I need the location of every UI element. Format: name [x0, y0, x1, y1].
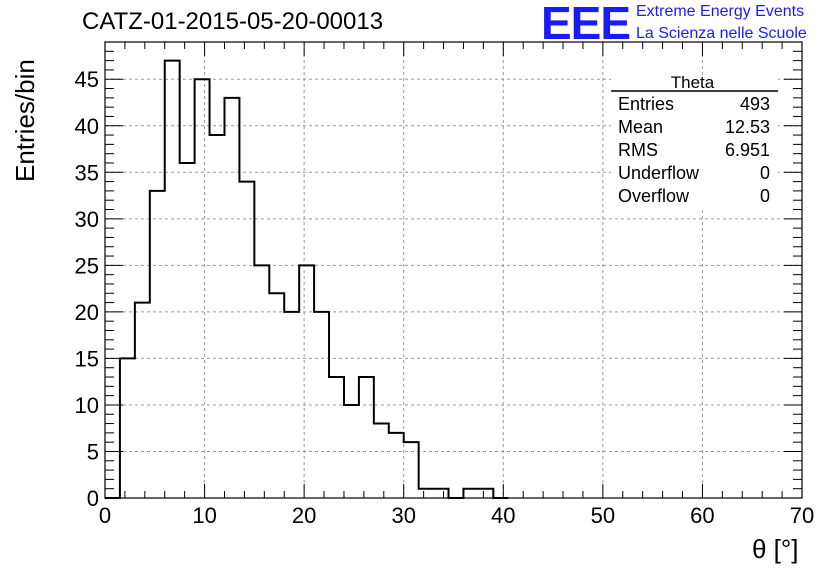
stats-row-value: 0 [760, 163, 770, 183]
x-tick-label: 30 [391, 503, 415, 528]
histogram-bin [434, 489, 449, 498]
histogram-bin [135, 303, 150, 498]
histogram-bin [359, 377, 374, 498]
histogram-bin [120, 358, 135, 498]
axis-ticks [104, 41, 803, 499]
y-tick-label: 30 [75, 207, 99, 232]
histogram-outline [105, 59, 509, 499]
histogram-bin [404, 442, 419, 498]
stats-box-background [611, 76, 778, 208]
histogram-bin [224, 98, 239, 498]
y-tick-label: 35 [75, 160, 99, 185]
y-tick-label: 25 [75, 253, 99, 278]
stats-row-label: Underflow [618, 163, 700, 183]
stats-row-label: Entries [618, 94, 674, 114]
stats-row-label: Overflow [618, 186, 690, 206]
x-tick-label: 0 [99, 503, 111, 528]
histogram-bin [299, 265, 314, 498]
plot-frame [104, 41, 803, 499]
y-tick-labels: 0 5 10 15 20 25 30 35 40 45 [75, 67, 99, 511]
chart-title: CATZ-01-2015-05-20-00013 [82, 8, 384, 35]
histogram-bin [150, 191, 165, 498]
stats-row-value: 0 [760, 186, 770, 206]
histogram-bin [210, 135, 225, 498]
stats-row-value: 493 [740, 94, 770, 114]
stats-row-label: Mean [618, 117, 663, 137]
y-axis-label: Entries/bin [10, 59, 40, 182]
histogram-bin [180, 163, 195, 498]
logo-line-2: La Scienza nelle Scuole [636, 25, 807, 42]
x-tick-label: 70 [790, 503, 814, 528]
histogram-bin [478, 489, 493, 498]
histogram-bin [269, 293, 284, 498]
x-tick-label: 10 [192, 503, 216, 528]
x-tick-label: 50 [591, 503, 615, 528]
histogram-bin [195, 79, 210, 498]
histogram-bars [105, 59, 509, 499]
grid-lines [105, 42, 802, 498]
y-tick-label: 15 [75, 346, 99, 371]
y-tick-label: 40 [75, 114, 99, 139]
stats-box: Theta Entries 493 Mean 12.53 RMS 6.951 Underflo… [611, 73, 778, 208]
x-tick-label: 40 [491, 503, 515, 528]
stats-row-label: RMS [618, 140, 658, 160]
x-tick-labels: 0 10 20 30 40 50 60 70 [99, 503, 814, 528]
x-tick-label: 60 [690, 503, 714, 528]
eee-logo: EEE [541, 0, 631, 49]
y-tick-label: 10 [75, 393, 99, 418]
y-tick-label: 0 [87, 486, 99, 511]
y-tick-label: 5 [87, 439, 99, 464]
y-tick-label: 45 [75, 67, 99, 92]
stats-row-value: 12.53 [725, 117, 770, 137]
x-axis-label: θ [°] [752, 534, 799, 564]
y-tick-label: 20 [75, 300, 99, 325]
histogram-bin [239, 182, 254, 498]
histogram-bin [329, 377, 344, 498]
histogram-bin [254, 265, 269, 498]
logo-line-1: Extreme Energy Events [636, 3, 805, 20]
stats-row-value: 6.951 [725, 140, 770, 160]
histogram-bin [374, 424, 389, 498]
histogram-bin [389, 433, 404, 498]
histogram-bin [419, 489, 434, 498]
stats-box-title: Theta [671, 73, 715, 92]
histogram-bin [463, 489, 478, 498]
x-tick-label: 20 [292, 503, 316, 528]
